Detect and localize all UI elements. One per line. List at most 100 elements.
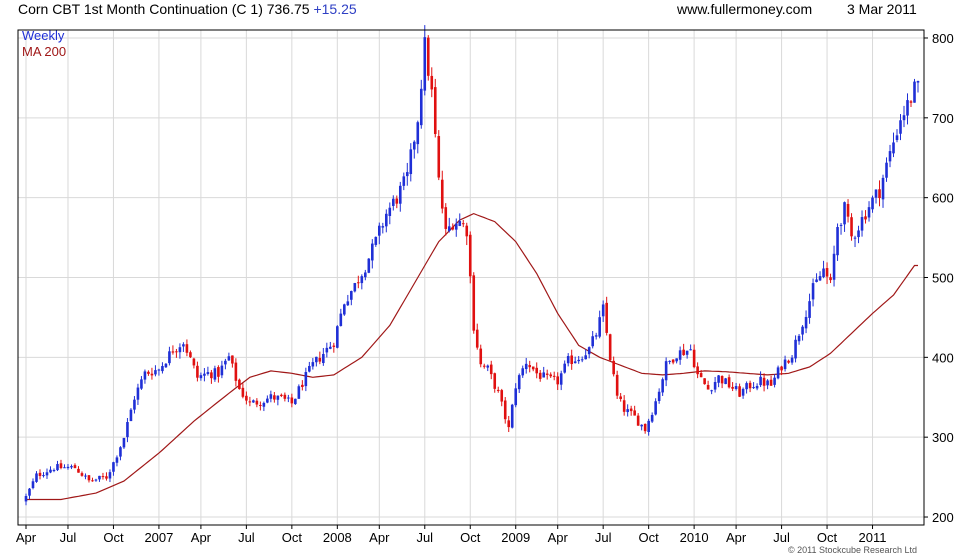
candle-body (402, 176, 406, 186)
candle-body (895, 135, 899, 141)
candle-body (24, 496, 28, 502)
chart-title: Corn CBT 1st Month Continuation (C 1) 73… (18, 1, 357, 17)
candle-body (892, 142, 895, 154)
candle-body (364, 272, 367, 278)
candle-body (129, 409, 133, 422)
candle-body (815, 279, 818, 282)
candle-body (28, 488, 31, 496)
website-link[interactable]: www.fullermoney.com (677, 1, 813, 17)
x-tick-label: 2010 (680, 530, 709, 545)
candle-body (657, 391, 661, 401)
x-tick-label: Oct (639, 530, 660, 545)
candle-body (888, 151, 892, 162)
candle-body (336, 326, 339, 348)
candle-body (378, 225, 381, 236)
x-tick-label: Jul (238, 530, 255, 545)
y-axis: 200 300 400 500 600 700 800 (924, 31, 954, 525)
candle-body (710, 390, 713, 392)
candle-body (468, 234, 472, 277)
candle-body (231, 355, 234, 364)
x-tick-label: Jul (60, 530, 77, 545)
candle-body (440, 179, 444, 209)
candle-body (769, 379, 773, 386)
candle-body (276, 395, 280, 400)
candle-body (52, 470, 56, 472)
candle-body (398, 185, 402, 204)
candle-body (143, 371, 147, 380)
candle-body (482, 365, 486, 367)
candle-body (857, 230, 860, 238)
candle-body (598, 317, 601, 337)
candle-body (521, 368, 525, 376)
candle-body (56, 464, 59, 471)
candle-body (454, 223, 458, 230)
candle-body (84, 475, 87, 477)
candle-body (640, 424, 643, 427)
candle-body (780, 366, 783, 371)
candle-body (112, 462, 115, 472)
x-tick-label: Apr (16, 530, 37, 545)
candle-body (843, 202, 846, 225)
candle-body (371, 243, 374, 261)
candle-body (524, 363, 528, 370)
candle-body (745, 383, 748, 390)
candle-body (874, 189, 878, 198)
candle-body (140, 379, 143, 389)
candle-body (832, 253, 836, 280)
candle-body (916, 81, 920, 83)
candle-body (168, 351, 171, 364)
candle-body (255, 400, 259, 405)
candle-body (287, 397, 290, 399)
x-tick-label: Apr (548, 530, 569, 545)
candle-body (315, 356, 318, 363)
candle-body (612, 360, 615, 375)
candle-body (388, 207, 392, 216)
candle-body (860, 217, 864, 231)
gridlines (18, 30, 924, 525)
candle-body (196, 365, 199, 378)
x-tick-label: Apr (369, 530, 390, 545)
candle-body (790, 357, 794, 363)
candle-body (601, 304, 605, 317)
x-tick-label: 2008 (323, 530, 352, 545)
candle-body (66, 466, 70, 469)
candle-body (864, 216, 867, 220)
candle-body (881, 177, 885, 200)
candle-body (573, 361, 577, 364)
candle-body (846, 203, 850, 217)
candle-body (178, 347, 182, 353)
candle-body (38, 472, 42, 476)
candle-body (493, 373, 497, 389)
legend-weekly: Weekly (22, 28, 65, 43)
x-tick-label: Jul (773, 530, 790, 545)
candle-body (885, 162, 888, 178)
candle-body (381, 226, 385, 228)
candle-body (479, 348, 483, 365)
candle-body (182, 344, 185, 347)
price-change: +15.25 (313, 1, 357, 17)
candle-body (577, 359, 580, 362)
candle-body (322, 353, 325, 364)
candle-body (489, 364, 493, 375)
candle-body (878, 189, 881, 199)
candle-body (836, 227, 839, 256)
candle-body (220, 365, 224, 376)
candle-body (234, 362, 238, 381)
candle-body (685, 350, 689, 355)
candle-body (486, 365, 490, 368)
x-tick-label: Oct (282, 530, 303, 545)
ma-200-layer (26, 212, 918, 501)
candle-body (94, 479, 98, 481)
candle-body (556, 376, 560, 385)
candle-body (161, 366, 164, 372)
candle-body (699, 373, 703, 378)
candle-body (150, 373, 154, 376)
candle-body (308, 366, 311, 372)
candle-body (412, 141, 416, 150)
candle-body (591, 336, 594, 347)
y-tick-label: 300 (932, 430, 954, 445)
candle-body (643, 423, 647, 432)
candle-body (783, 359, 787, 370)
candle-body (797, 335, 801, 342)
